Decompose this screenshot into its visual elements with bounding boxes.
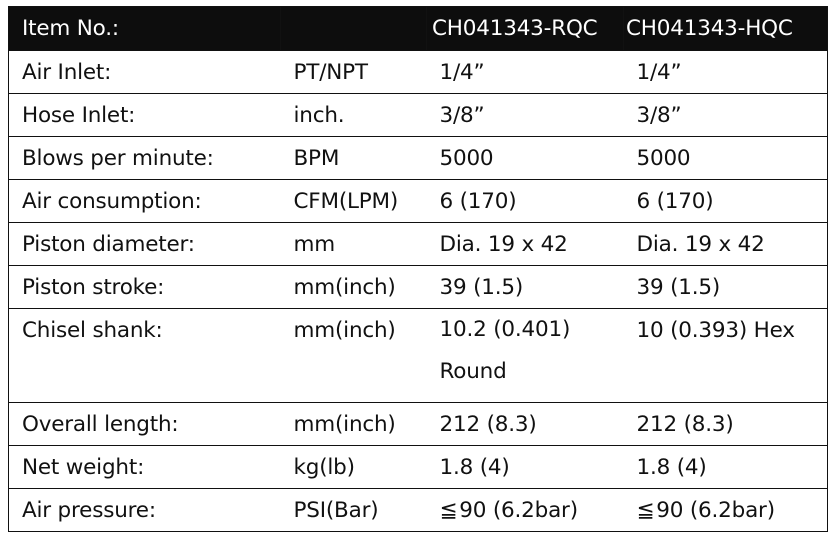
rqc-value: 39 (1.5) [426, 265, 624, 309]
rqc-value: Dia. 19 x 42 [426, 222, 624, 266]
row-label: Net weight: [8, 445, 281, 489]
hqc-value: ≦ 90 (6.2bar) [623, 488, 828, 532]
table-row-blows-per-minute: Blows per minute: BPM 5000 5000 [8, 136, 828, 180]
rqc-value: 3/8” [426, 93, 624, 137]
table-row-hose-inlet: Hose Inlet: inch. 3/8” 3/8” [8, 93, 828, 137]
row-unit: PSI(Bar) [280, 488, 427, 532]
hqc-value: 3/8” [623, 93, 828, 137]
row-label: Piston stroke: [8, 265, 281, 309]
row-label: Air consumption: [8, 179, 281, 223]
row-label: Air Inlet: [8, 50, 281, 94]
table-row-overall-length: Overall length: mm(inch) 212 (8.3) 212 (… [8, 402, 828, 446]
rqc-value: 1/4” [426, 50, 624, 94]
row-unit: CFM(LPM) [280, 179, 427, 223]
table-row-piston-diameter: Piston diameter: mm Dia. 19 x 42 Dia. 19… [8, 222, 828, 266]
header-row: Item No.: CH041343-RQC CH041343-HQC [8, 6, 828, 51]
item-no-header: Item No.: [8, 6, 281, 51]
row-unit: mm(inch) [280, 265, 427, 309]
hqc-value: 5000 [623, 136, 828, 180]
row-label: Blows per minute: [8, 136, 281, 180]
table-row-air-inlet: Air Inlet: PT/NPT 1/4” 1/4” [8, 50, 828, 94]
table-row-net-weight: Net weight: kg(lb) 1.8 (4) 1.8 (4) [8, 445, 828, 489]
table-row-chisel-shank: Chisel shank: mm(inch) 10.2 (0.401) Roun… [8, 308, 828, 403]
row-unit: PT/NPT [280, 50, 427, 94]
row-unit: mm(inch) [280, 308, 427, 403]
row-unit: BPM [280, 136, 427, 180]
row-label: Piston diameter: [8, 222, 281, 266]
spec-table: Item No.: CH041343-RQC CH041343-HQC Air … [8, 6, 828, 532]
row-label: Air pressure: [8, 488, 281, 532]
row-label: Overall length: [8, 402, 281, 446]
row-label: Chisel shank: [8, 308, 281, 403]
hqc-value: 6 (170) [623, 179, 828, 223]
rqc-value: 10.2 (0.401) Round [426, 308, 624, 403]
row-label: Hose Inlet: [8, 93, 281, 137]
model-hqc-header: CH041343-HQC [623, 6, 828, 51]
unit-header [280, 6, 427, 51]
row-unit: mm [280, 222, 427, 266]
row-unit: mm(inch) [280, 402, 427, 446]
model-rqc-header: CH041343-RQC [426, 6, 624, 51]
rqc-value: ≦ 90 (6.2bar) [426, 488, 624, 532]
hqc-value: 39 (1.5) [623, 265, 828, 309]
table-row-air-consumption: Air consumption: CFM(LPM) 6 (170) 6 (170… [8, 179, 828, 223]
rqc-value: 6 (170) [426, 179, 624, 223]
hqc-value: 1/4” [623, 50, 828, 94]
rqc-value-line-1: 10.2 (0.401) [439, 317, 571, 342]
table-row-piston-stroke: Piston stroke: mm(inch) 39 (1.5) 39 (1.5… [8, 265, 828, 309]
row-unit: kg(lb) [280, 445, 427, 489]
rqc-value: 5000 [426, 136, 624, 180]
rqc-value-line-2: Round [439, 359, 507, 384]
rqc-value: 212 (8.3) [426, 402, 624, 446]
row-unit: inch. [280, 93, 427, 137]
hqc-value: Dia. 19 x 42 [623, 222, 828, 266]
table-row-air-pressure: Air pressure: PSI(Bar) ≦ 90 (6.2bar) ≦ 9… [8, 488, 828, 532]
hqc-value: 1.8 (4) [623, 445, 828, 489]
hqc-value: 212 (8.3) [623, 402, 828, 446]
rqc-value: 1.8 (4) [426, 445, 624, 489]
hqc-value: 10 (0.393) Hex [623, 308, 828, 403]
